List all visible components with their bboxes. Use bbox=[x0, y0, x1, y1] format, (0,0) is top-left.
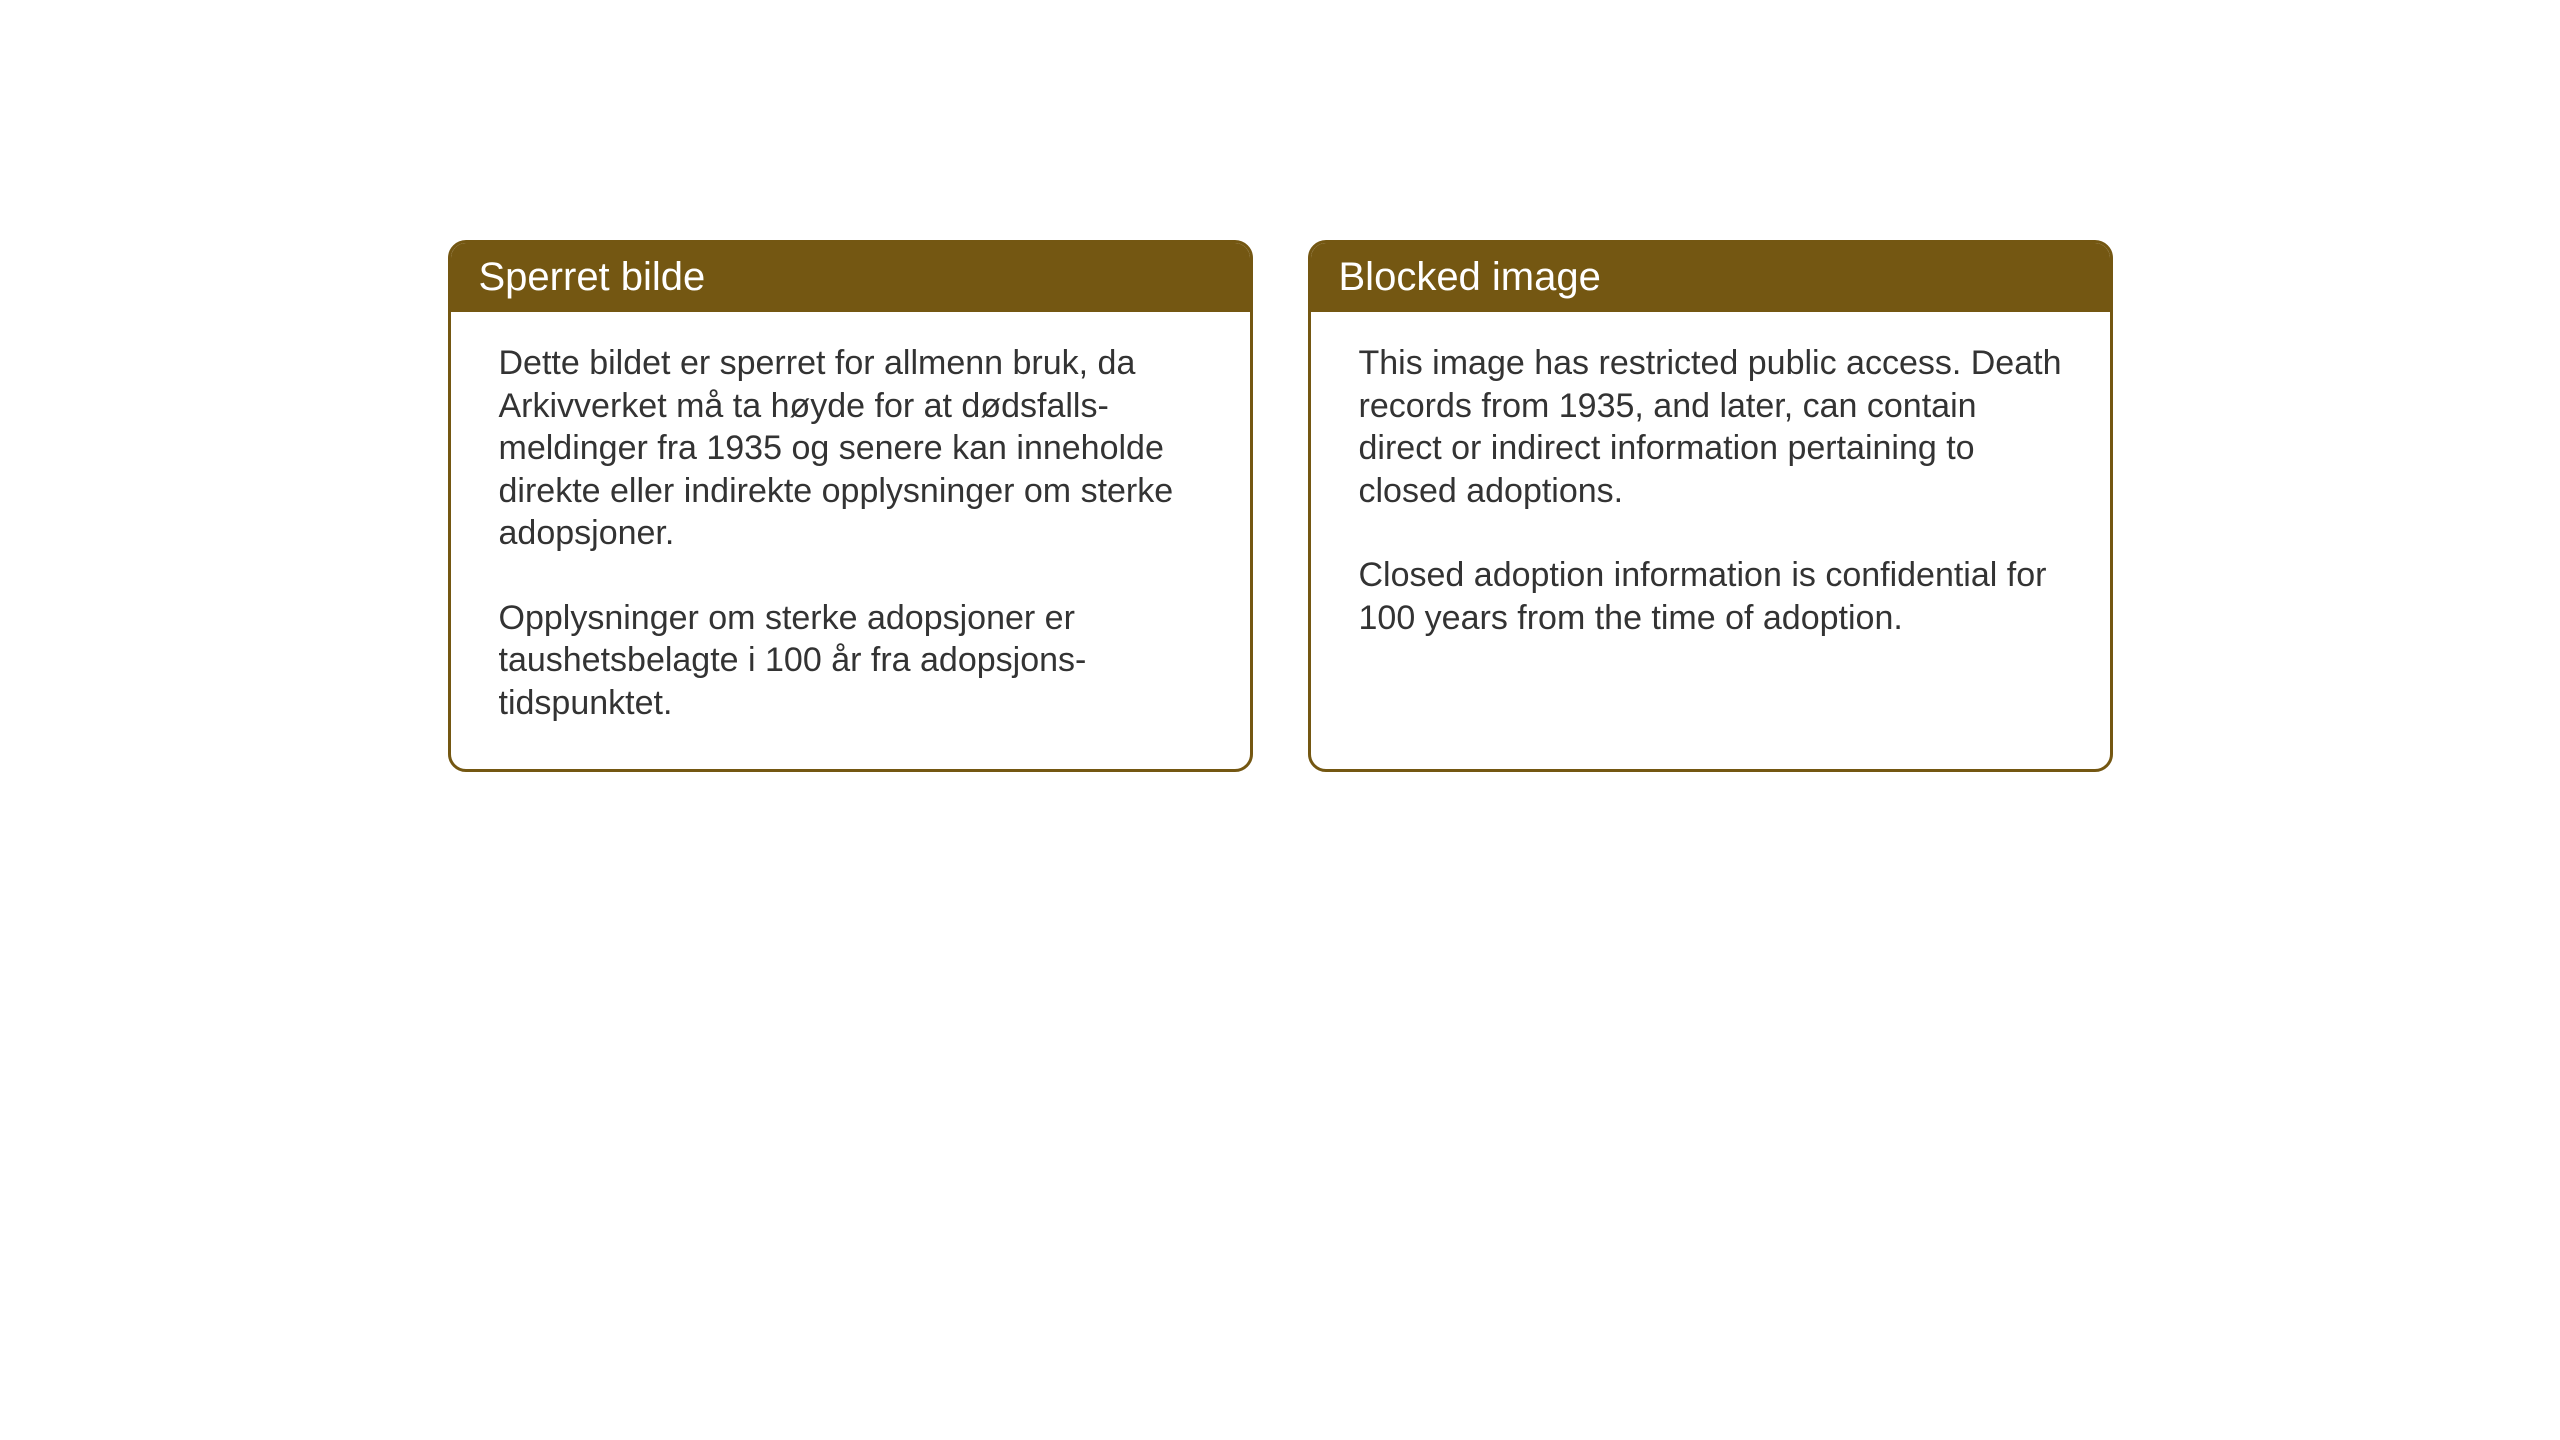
card-title-norwegian: Sperret bilde bbox=[479, 255, 706, 299]
card-title-english: Blocked image bbox=[1339, 255, 1601, 299]
cards-container: Sperret bilde Dette bildet er sperret fo… bbox=[448, 240, 2113, 772]
card-norwegian: Sperret bilde Dette bildet er sperret fo… bbox=[448, 240, 1253, 772]
card-paragraph-english-2: Closed adoption information is confident… bbox=[1359, 554, 2062, 639]
card-paragraph-norwegian-2: Opplysninger om sterke adopsjoner er tau… bbox=[499, 597, 1202, 725]
card-english: Blocked image This image has restricted … bbox=[1308, 240, 2113, 772]
card-paragraph-norwegian-1: Dette bildet er sperret for allmenn bruk… bbox=[499, 342, 1202, 555]
card-header-norwegian: Sperret bilde bbox=[451, 243, 1250, 312]
card-body-english: This image has restricted public access.… bbox=[1311, 312, 2110, 684]
card-header-english: Blocked image bbox=[1311, 243, 2110, 312]
card-body-norwegian: Dette bildet er sperret for allmenn bruk… bbox=[451, 312, 1250, 769]
card-paragraph-english-1: This image has restricted public access.… bbox=[1359, 342, 2062, 512]
